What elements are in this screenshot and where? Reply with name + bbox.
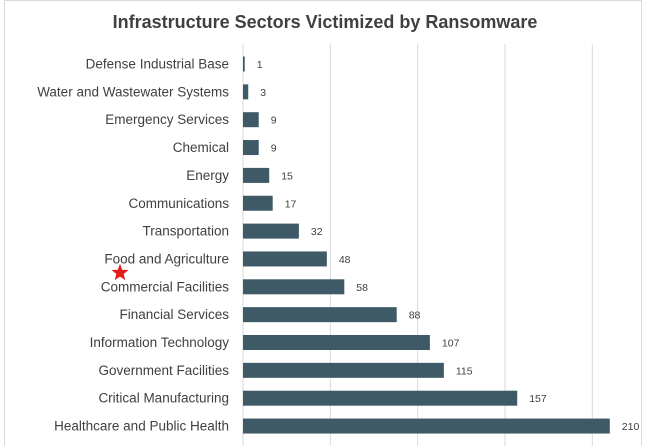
category-label: Commercial Facilities — [101, 279, 230, 294]
value-label: 115 — [456, 365, 473, 377]
bar — [243, 418, 610, 434]
bars — [243, 56, 610, 434]
bar — [243, 140, 259, 156]
gridlines — [242, 44, 593, 446]
value-label: 210 — [622, 421, 640, 433]
bar — [243, 307, 397, 323]
category-label: Energy — [186, 168, 229, 183]
value-label: 1 — [257, 59, 263, 71]
bar — [243, 390, 518, 406]
value-label: 58 — [356, 282, 368, 294]
category-label: Defense Industrial Base — [86, 57, 229, 72]
value-label: 157 — [529, 393, 547, 405]
bar — [243, 251, 327, 267]
category-label: Critical Manufacturing — [98, 391, 229, 406]
value-label: 9 — [271, 115, 277, 127]
bar — [243, 335, 430, 350]
bar — [243, 223, 299, 239]
category-label: Healthcare and Public Health — [54, 419, 229, 434]
bar — [243, 167, 270, 183]
category-label: Transportation — [142, 224, 229, 239]
value-label: 9 — [271, 143, 277, 155]
annotations — [111, 263, 129, 281]
category-label: Information Technology — [90, 335, 230, 350]
bar — [243, 84, 249, 100]
value-label: 17 — [285, 198, 297, 210]
value-label: 88 — [409, 310, 421, 322]
labels: Defense Industrial Base 1 Water and Wastew… — [37, 57, 639, 434]
star-icon — [111, 263, 129, 281]
value-label: 107 — [442, 338, 460, 350]
chart-title: Infrastructure Sectors Victimized by Ran… — [112, 12, 538, 32]
bar — [243, 362, 444, 378]
bar — [243, 56, 245, 72]
bar — [243, 195, 273, 211]
category-label: Chemical — [173, 140, 229, 155]
value-label: 15 — [281, 170, 293, 182]
category-label: Financial Services — [119, 307, 229, 322]
value-label: 32 — [311, 226, 323, 238]
category-label: Communications — [128, 196, 229, 211]
value-label: 48 — [339, 254, 351, 266]
value-label: 3 — [260, 87, 266, 99]
category-label: Government Facilities — [98, 363, 229, 378]
category-label: Emergency Services — [105, 112, 229, 127]
bar — [243, 279, 345, 295]
bar — [243, 112, 259, 128]
category-label: Water and Wastewater Systems — [37, 84, 229, 99]
category-label: Food and Agriculture — [104, 251, 229, 266]
